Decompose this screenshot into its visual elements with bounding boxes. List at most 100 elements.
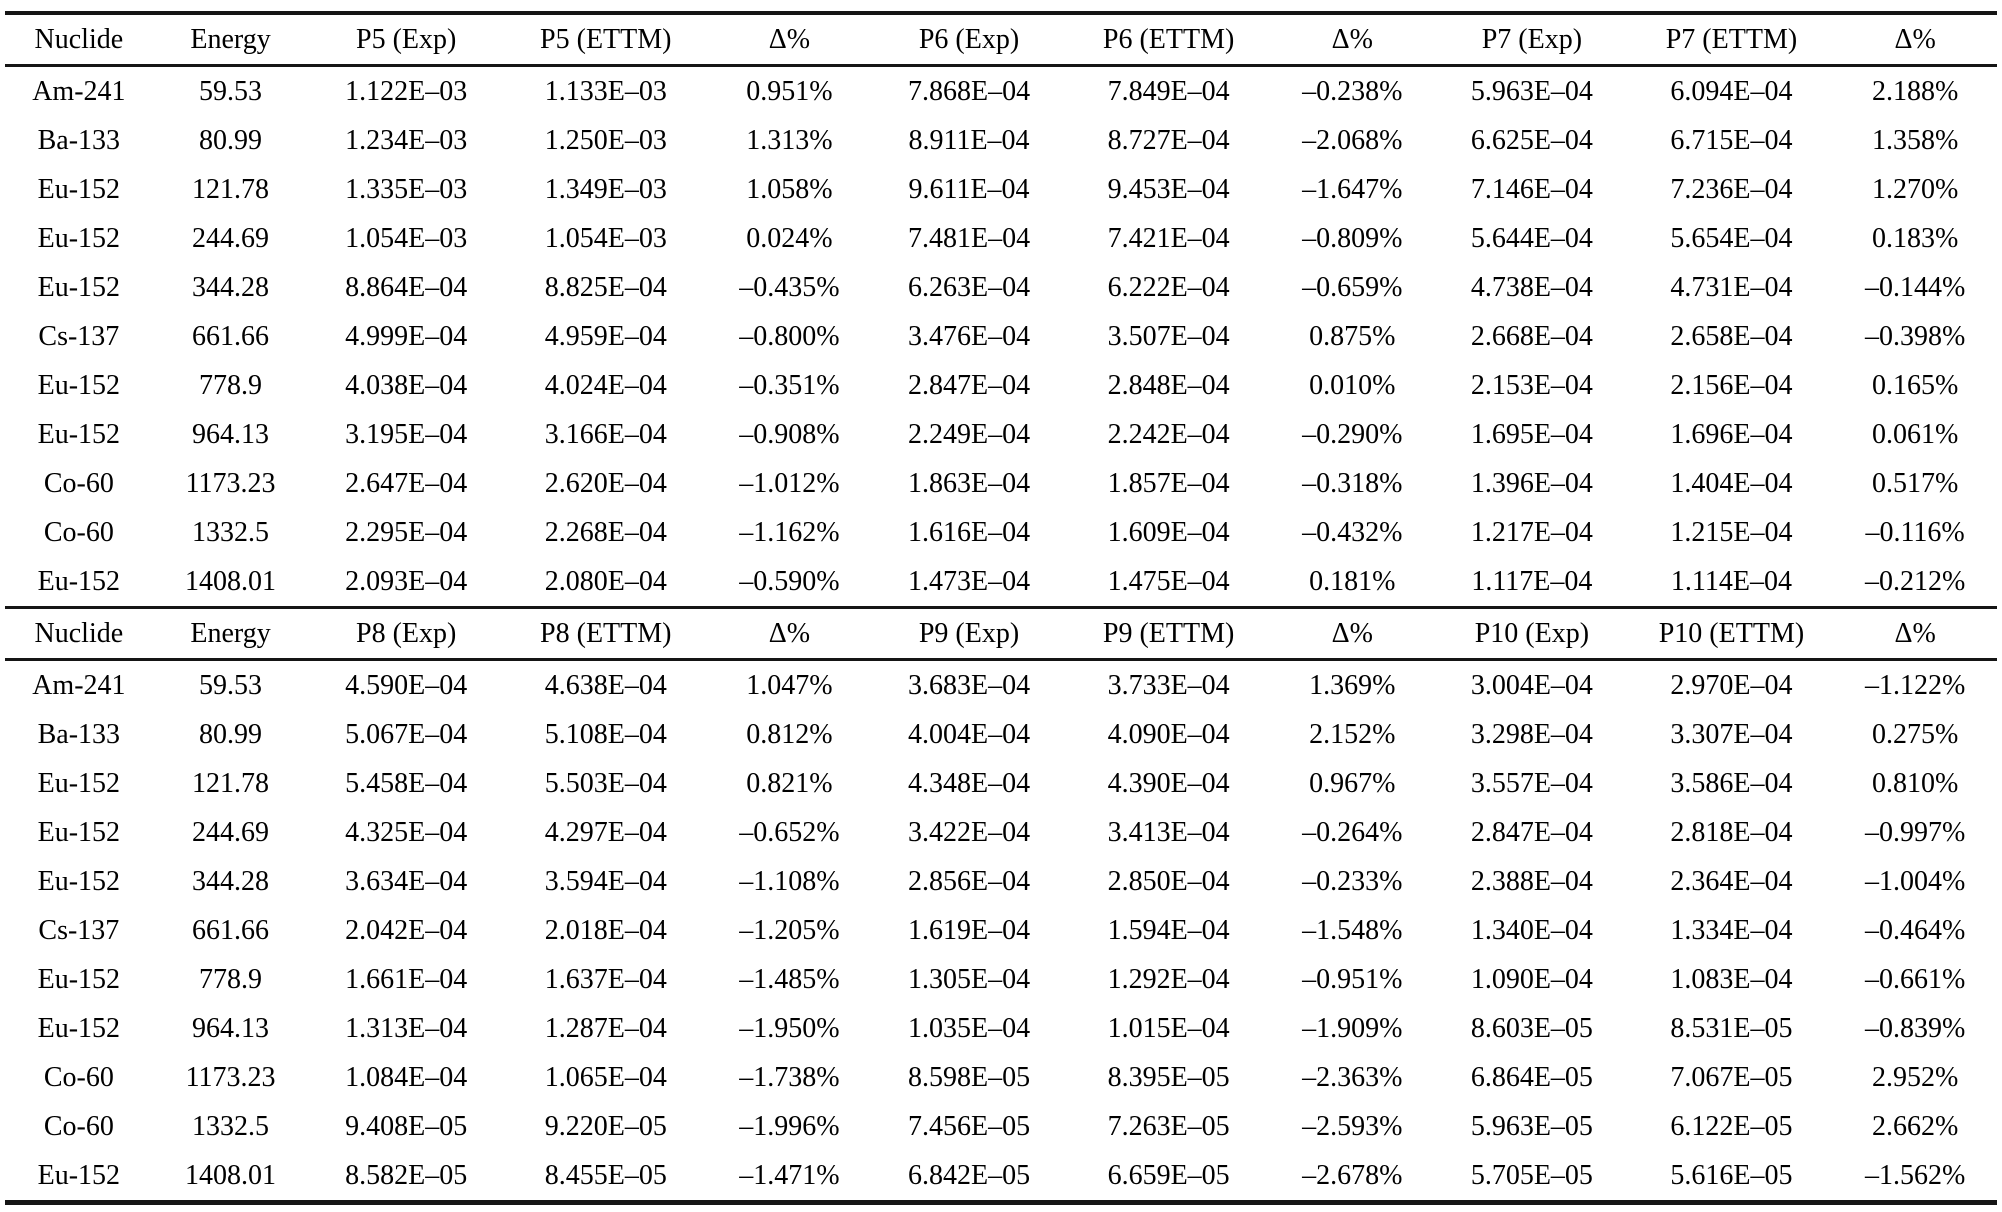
value-cell: –0.800% xyxy=(739,320,840,352)
value-cell: 1.619E–04 xyxy=(907,914,1031,946)
value-cell: 3.422E–04 xyxy=(907,816,1031,848)
nuclide-cell: Ba-133 xyxy=(37,124,121,156)
value-cell: 2.620E–04 xyxy=(544,467,667,499)
value-cell: 2.847E–04 xyxy=(907,369,1031,401)
table-row: Eu-152 244.69 1.054E–03 1.054E–03 0.024% 7.48… xyxy=(5,214,1997,263)
value-cell: 5.458E–04 xyxy=(345,767,468,799)
value-cell: 5.503E–04 xyxy=(544,767,667,799)
nuclide-cell: Cs-137 xyxy=(38,320,120,352)
nuclide-cell: Eu-152 xyxy=(37,173,121,205)
energy-cell: 661.66 xyxy=(192,914,270,946)
energy-cell: 59.53 xyxy=(199,75,263,107)
value-cell: 1.349E–03 xyxy=(544,173,667,205)
value-cell: 8.727E–04 xyxy=(1107,124,1230,156)
table-row: Cs-137 661.66 2.042E–04 2.018E–04 –1.205% 1.6… xyxy=(5,906,1997,955)
value-cell: 4.999E–04 xyxy=(345,320,468,352)
column-header: Δ% xyxy=(1833,606,1997,661)
value-cell: 6.222E–04 xyxy=(1107,271,1230,303)
value-cell: 0.061% xyxy=(1871,418,1959,450)
value-cell: 8.598E–05 xyxy=(907,1061,1031,1093)
value-cell: –1.012% xyxy=(739,467,840,499)
value-cell: 1.217E–04 xyxy=(1470,516,1593,548)
table-row: Co-60 1173.23 1.084E–04 1.065E–04 –1.738% 8.5… xyxy=(5,1053,1997,1102)
value-cell: 3.166E–04 xyxy=(544,418,667,450)
value-cell: 6.263E–04 xyxy=(907,271,1031,303)
value-cell: 9.220E–05 xyxy=(544,1110,667,1142)
table-row: Co-60 1173.23 2.647E–04 2.620E–04 –1.012% 1.8… xyxy=(5,459,1997,508)
value-cell: 2.856E–04 xyxy=(907,865,1031,897)
column-header: Δ% xyxy=(1833,13,1997,67)
value-cell: –2.593% xyxy=(1302,1110,1403,1142)
energy-cell: 1408.01 xyxy=(185,1159,277,1191)
value-cell: 2.080E–04 xyxy=(544,565,667,597)
column-header: Δ% xyxy=(707,606,872,661)
value-cell: 2.018E–04 xyxy=(544,914,667,946)
value-cell: 1.234E–03 xyxy=(345,124,468,156)
value-cell: 5.963E–04 xyxy=(1470,75,1593,107)
value-cell: –1.471% xyxy=(739,1159,840,1191)
value-cell: 2.242E–04 xyxy=(1107,418,1230,450)
nuclide-cell: Eu-152 xyxy=(37,963,121,995)
value-cell: –2.363% xyxy=(1302,1061,1403,1093)
value-cell: 7.146E–04 xyxy=(1470,173,1593,205)
nuclide-cell: Co-60 xyxy=(43,467,114,499)
value-cell: 8.864E–04 xyxy=(345,271,468,303)
nuclide-cell: Eu-152 xyxy=(37,369,121,401)
nuclide-cell: Co-60 xyxy=(43,516,114,548)
value-cell: –0.997% xyxy=(1864,816,1966,848)
energy-cell: 80.99 xyxy=(199,718,263,750)
energy-cell: 59.53 xyxy=(199,669,263,701)
value-cell: 6.842E–05 xyxy=(907,1159,1031,1191)
value-cell: 4.038E–04 xyxy=(345,369,468,401)
value-cell: 5.705E–05 xyxy=(1470,1159,1593,1191)
value-cell: 8.395E–05 xyxy=(1107,1061,1230,1093)
value-cell: 1.090E–04 xyxy=(1470,963,1593,995)
value-cell: 4.638E–04 xyxy=(544,669,667,701)
column-header: P6 (Exp) xyxy=(871,13,1067,67)
nuclide-cell: Eu-152 xyxy=(37,418,121,450)
value-cell: 0.010% xyxy=(1309,369,1396,401)
value-cell: 4.090E–04 xyxy=(1107,718,1230,750)
value-cell: –0.318% xyxy=(1302,467,1403,499)
header-row: Nuclide Energy P8 (Exp) P8 (ETTM) Δ% P9 (Exp)… xyxy=(5,606,1997,661)
table-row: Eu-152 121.78 1.335E–03 1.349E–03 1.058% 9.61… xyxy=(5,165,1997,214)
value-cell: 1.313% xyxy=(746,124,833,156)
value-cell: –0.116% xyxy=(1865,516,1965,548)
value-cell: 9.611E–04 xyxy=(908,173,1030,205)
value-cell: –0.435% xyxy=(739,271,840,303)
value-cell: 1.335E–03 xyxy=(345,173,468,205)
energy-cell: 1173.23 xyxy=(185,467,276,499)
value-cell: –0.212% xyxy=(1864,565,1966,597)
column-header: Δ% xyxy=(707,13,872,67)
value-cell: 1.083E–04 xyxy=(1670,963,1793,995)
value-cell: 1.054E–03 xyxy=(345,222,468,254)
value-cell: 7.067E–05 xyxy=(1670,1061,1793,1093)
value-cell: –0.233% xyxy=(1302,865,1403,897)
energy-cell: 344.28 xyxy=(192,271,270,303)
energy-cell: 244.69 xyxy=(192,816,270,848)
value-cell: 1.396E–04 xyxy=(1470,467,1593,499)
value-cell: 7.263E–05 xyxy=(1107,1110,1230,1142)
value-cell: 1.292E–04 xyxy=(1107,963,1230,995)
value-cell: 1.340E–04 xyxy=(1470,914,1593,946)
value-cell: 2.658E–04 xyxy=(1670,320,1793,352)
energy-cell: 121.78 xyxy=(192,173,270,205)
table-row: Eu-152 964.13 3.195E–04 3.166E–04 –0.908% 2.2… xyxy=(5,410,1997,459)
column-header: Energy xyxy=(152,606,309,661)
nuclide-cell: Eu-152 xyxy=(37,1159,121,1191)
value-cell: 1.035E–04 xyxy=(907,1012,1031,1044)
column-header: P5 (Exp) xyxy=(308,13,504,67)
value-cell: –1.950% xyxy=(739,1012,840,1044)
value-cell: 1.313E–04 xyxy=(345,1012,468,1044)
value-cell: 2.662% xyxy=(1871,1110,1959,1142)
value-cell: –0.290% xyxy=(1302,418,1403,450)
table-row: Eu-152 121.78 5.458E–04 5.503E–04 0.821% 4.34… xyxy=(5,759,1997,808)
value-cell: –1.162% xyxy=(739,516,840,548)
value-cell: 2.268E–04 xyxy=(544,516,667,548)
value-cell: –0.398% xyxy=(1864,320,1966,352)
value-cell: 2.156E–04 xyxy=(1670,369,1793,401)
value-cell: –0.264% xyxy=(1302,816,1403,848)
value-cell: 6.659E–05 xyxy=(1107,1159,1230,1191)
table-row: Eu-152 244.69 4.325E–04 4.297E–04 –0.652% 3.4… xyxy=(5,808,1997,857)
value-cell: –0.908% xyxy=(739,418,840,450)
